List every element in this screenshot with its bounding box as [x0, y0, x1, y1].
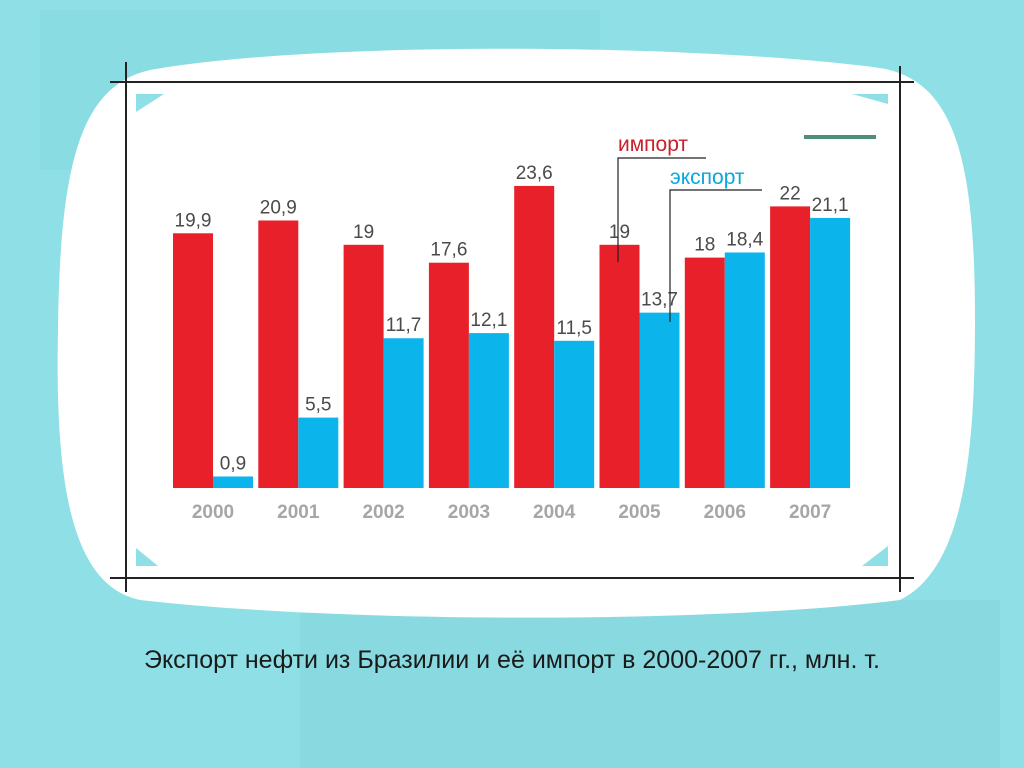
- x-axis-labels: 2000 2001 2002 2003 2004 2005 2006 2007: [192, 502, 831, 523]
- x-tick-label-2004: 2004: [533, 502, 576, 523]
- import-value-label-2002: 19: [353, 222, 374, 243]
- x-tick-label-2006: 2006: [704, 502, 746, 523]
- x-tick-label-2000: 2000: [192, 502, 234, 523]
- import-bar-2005: [599, 244, 640, 488]
- import-bar-2001: [258, 220, 299, 489]
- export-bar-2000: [213, 476, 253, 488]
- legend: импорт экспорт: [617, 133, 762, 322]
- x-tick-label-2001: 2001: [277, 502, 320, 523]
- bars-layer: [173, 185, 851, 489]
- import-bar-2003: [428, 262, 469, 488]
- export-bar-2001: [298, 417, 339, 488]
- export-value-label-2001: 5,5: [305, 395, 331, 416]
- import-value-label-2003: 17,6: [430, 240, 467, 261]
- x-tick-label-2007: 2007: [789, 502, 831, 523]
- import-bar-2006: [684, 257, 725, 488]
- legend-import-label: импорт: [618, 133, 688, 156]
- x-tick-label-2002: 2002: [362, 502, 404, 523]
- export-value-label-2007: 21,1: [812, 195, 849, 216]
- import-value-label-2000: 19,9: [175, 210, 212, 231]
- x-tick-label-2005: 2005: [618, 502, 661, 523]
- import-bar-2000: [173, 233, 213, 488]
- import-value-label-2004: 23,6: [516, 163, 553, 184]
- import-bar-2004: [514, 185, 555, 489]
- chart-caption: Экспорт нефти из Бразилии и её импорт в …: [143, 646, 881, 674]
- export-value-label-2006: 18,4: [726, 229, 763, 250]
- import-value-label-2006: 18: [694, 235, 715, 256]
- export-bar-2004: [554, 340, 595, 488]
- export-bar-2005: [639, 312, 680, 488]
- export-bar-2006: [724, 252, 765, 488]
- export-bar-2002: [383, 338, 424, 488]
- export-value-label-2002: 11,7: [386, 315, 422, 336]
- export-bar-2003: [468, 333, 509, 488]
- export-value-label-2000: 0,9: [220, 453, 246, 474]
- x-tick-label-2003: 2003: [448, 502, 490, 523]
- legend-export-leader-line: [669, 189, 762, 322]
- import-value-label-2001: 20,9: [260, 197, 297, 218]
- export-value-label-2005: 13,7: [641, 290, 678, 311]
- import-value-label-2005: 19: [609, 222, 630, 243]
- legend-export-label: экспорт: [670, 166, 745, 189]
- export-value-label-2004: 11,5: [556, 318, 592, 339]
- value-labels-layer: 19,9 0,9 20,9 5,5 19 11,7 17,6 12,1 23,6 11,5 19 13…: [175, 163, 849, 475]
- import-bar-2002: [343, 244, 384, 488]
- legend-import-leader-line: [617, 157, 706, 262]
- import-value-label-2007: 22: [780, 183, 801, 204]
- export-bar-2007: [810, 217, 851, 489]
- export-value-label-2003: 12,1: [470, 310, 507, 331]
- import-bar-2007: [770, 206, 811, 488]
